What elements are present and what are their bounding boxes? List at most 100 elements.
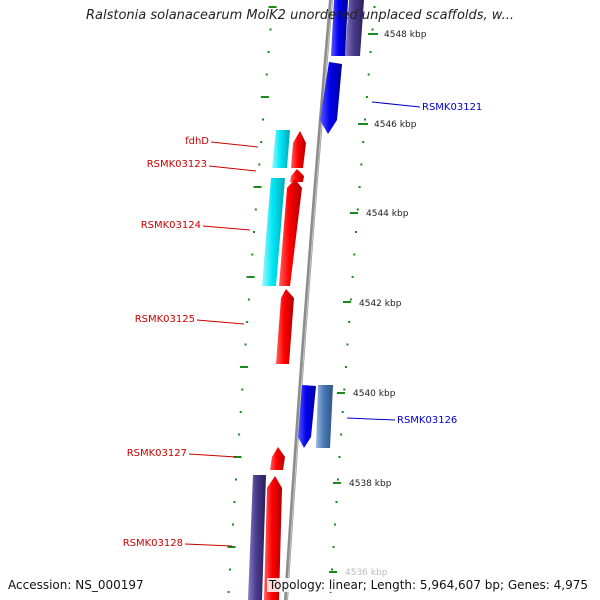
track-tick <box>356 208 359 211</box>
reverse-gene-labels: RSMK03121 RSMK03126 <box>346 101 482 426</box>
gene-feature[interactable] <box>264 476 282 600</box>
leader-line <box>184 543 233 547</box>
track-tick <box>227 546 236 548</box>
scale-label: 4544 kbp <box>366 209 409 219</box>
track-tick <box>238 433 241 436</box>
gene-feature[interactable] <box>345 0 364 56</box>
gene-label-rsmk03123[interactable]: RSMK03123 <box>147 159 207 170</box>
gene-feature[interactable] <box>279 179 302 286</box>
track-tick <box>265 73 268 76</box>
scale-label: 4548 kbp <box>384 30 427 40</box>
gene-feature[interactable] <box>272 130 290 168</box>
track-tick <box>364 118 366 121</box>
track-tick <box>260 96 269 98</box>
track-tick <box>258 163 261 166</box>
gene-label-rsmk03125[interactable]: RSMK03125 <box>135 314 195 325</box>
track-tick <box>344 366 347 368</box>
gene-label-fdhd[interactable]: fdhD <box>185 136 209 147</box>
track-tick <box>341 411 344 413</box>
track-tick <box>239 366 248 368</box>
scale-label: 4540 kbp <box>353 389 396 399</box>
track-tick <box>235 478 237 481</box>
track-tick <box>244 343 247 346</box>
leader-line <box>196 319 245 325</box>
track-tick <box>331 568 333 571</box>
gene-label-rsmk03121[interactable]: RSMK03121 <box>422 102 482 113</box>
gene-label-rsmk03126[interactable]: RSMK03126 <box>397 415 457 426</box>
scale-axis: 4548 kbp 4546 kbp 4544 kbp 4542 kbp 4540… <box>329 30 427 578</box>
track-tick <box>239 411 242 413</box>
track-tick <box>233 456 242 458</box>
gene-feature[interactable] <box>262 178 285 286</box>
track-tick <box>340 433 343 436</box>
track-tick <box>247 298 250 301</box>
track-tick <box>355 231 357 233</box>
track-tick <box>360 163 363 166</box>
track-tick <box>232 523 234 526</box>
gene-feature[interactable] <box>298 385 316 448</box>
map-title: Ralstonia solanacearum MolK2 unordered u… <box>85 8 514 23</box>
track-tick <box>260 141 263 143</box>
track-tick <box>253 231 255 233</box>
backbone-highlight <box>286 0 333 600</box>
scale-label: 4542 kbp <box>359 299 402 309</box>
track-tick <box>351 276 354 278</box>
track-tick <box>246 276 255 278</box>
track-tick <box>353 253 356 256</box>
gene-feature[interactable] <box>331 0 348 56</box>
track-tick <box>334 523 336 526</box>
gene-feature[interactable] <box>320 62 342 134</box>
track-tick <box>329 591 332 593</box>
gene-feature[interactable] <box>291 131 306 168</box>
track-tick <box>268 6 277 8</box>
gene-feature[interactable] <box>248 475 266 600</box>
track-tick <box>251 253 254 256</box>
track-tick <box>373 6 376 8</box>
gene-feature[interactable] <box>316 385 333 448</box>
gene-feature[interactable] <box>290 169 304 182</box>
track-tick <box>367 73 370 76</box>
track-tick <box>233 501 236 503</box>
track-tick <box>346 343 349 346</box>
leader-line <box>371 101 421 108</box>
gene-label-rsmk03124[interactable]: RSMK03124 <box>141 220 201 231</box>
track-tick <box>262 118 264 121</box>
leader-line <box>346 417 396 421</box>
track-tick <box>362 141 365 143</box>
gene-features <box>248 0 364 600</box>
track-tick <box>254 208 257 211</box>
track-tick <box>369 51 372 53</box>
leader-line <box>210 141 259 148</box>
track-tick <box>338 456 341 458</box>
accession-text: Accession: NS_000197 <box>8 578 144 592</box>
track-tick <box>348 321 351 323</box>
track-tick <box>337 478 339 481</box>
leader-line <box>188 453 237 458</box>
scale-label: 4538 kbp <box>349 479 392 489</box>
gene-label-rsmk03128[interactable]: RSMK03128 <box>123 538 183 549</box>
forward-gene-labels: fdhD RSMK03123 RSMK03124 RSMK03125 RSMK0… <box>123 136 259 549</box>
track-tick <box>371 28 374 31</box>
backbone-line <box>284 0 333 600</box>
gene-feature[interactable] <box>276 289 294 364</box>
scale-label: 4546 kbp <box>374 120 417 130</box>
track-tick <box>229 568 231 571</box>
topology-text: Topology: linear; Length: 5,964,607 bp; … <box>266 578 590 592</box>
track-tick <box>267 51 270 53</box>
track-tick <box>365 96 368 98</box>
track-tick <box>253 186 262 188</box>
gene-label-rsmk03127[interactable]: RSMK03127 <box>127 448 187 459</box>
outer-tick-track <box>329 6 376 593</box>
track-tick <box>343 388 346 391</box>
gene-feature[interactable] <box>270 447 285 470</box>
leader-line <box>208 165 257 172</box>
track-tick <box>227 591 230 593</box>
track-tick <box>332 546 335 548</box>
track-tick <box>241 388 244 391</box>
track-tick <box>349 298 352 301</box>
track-tick <box>335 501 338 503</box>
leader-line <box>202 225 251 231</box>
inner-tick-track <box>227 6 277 593</box>
track-tick <box>246 321 249 323</box>
